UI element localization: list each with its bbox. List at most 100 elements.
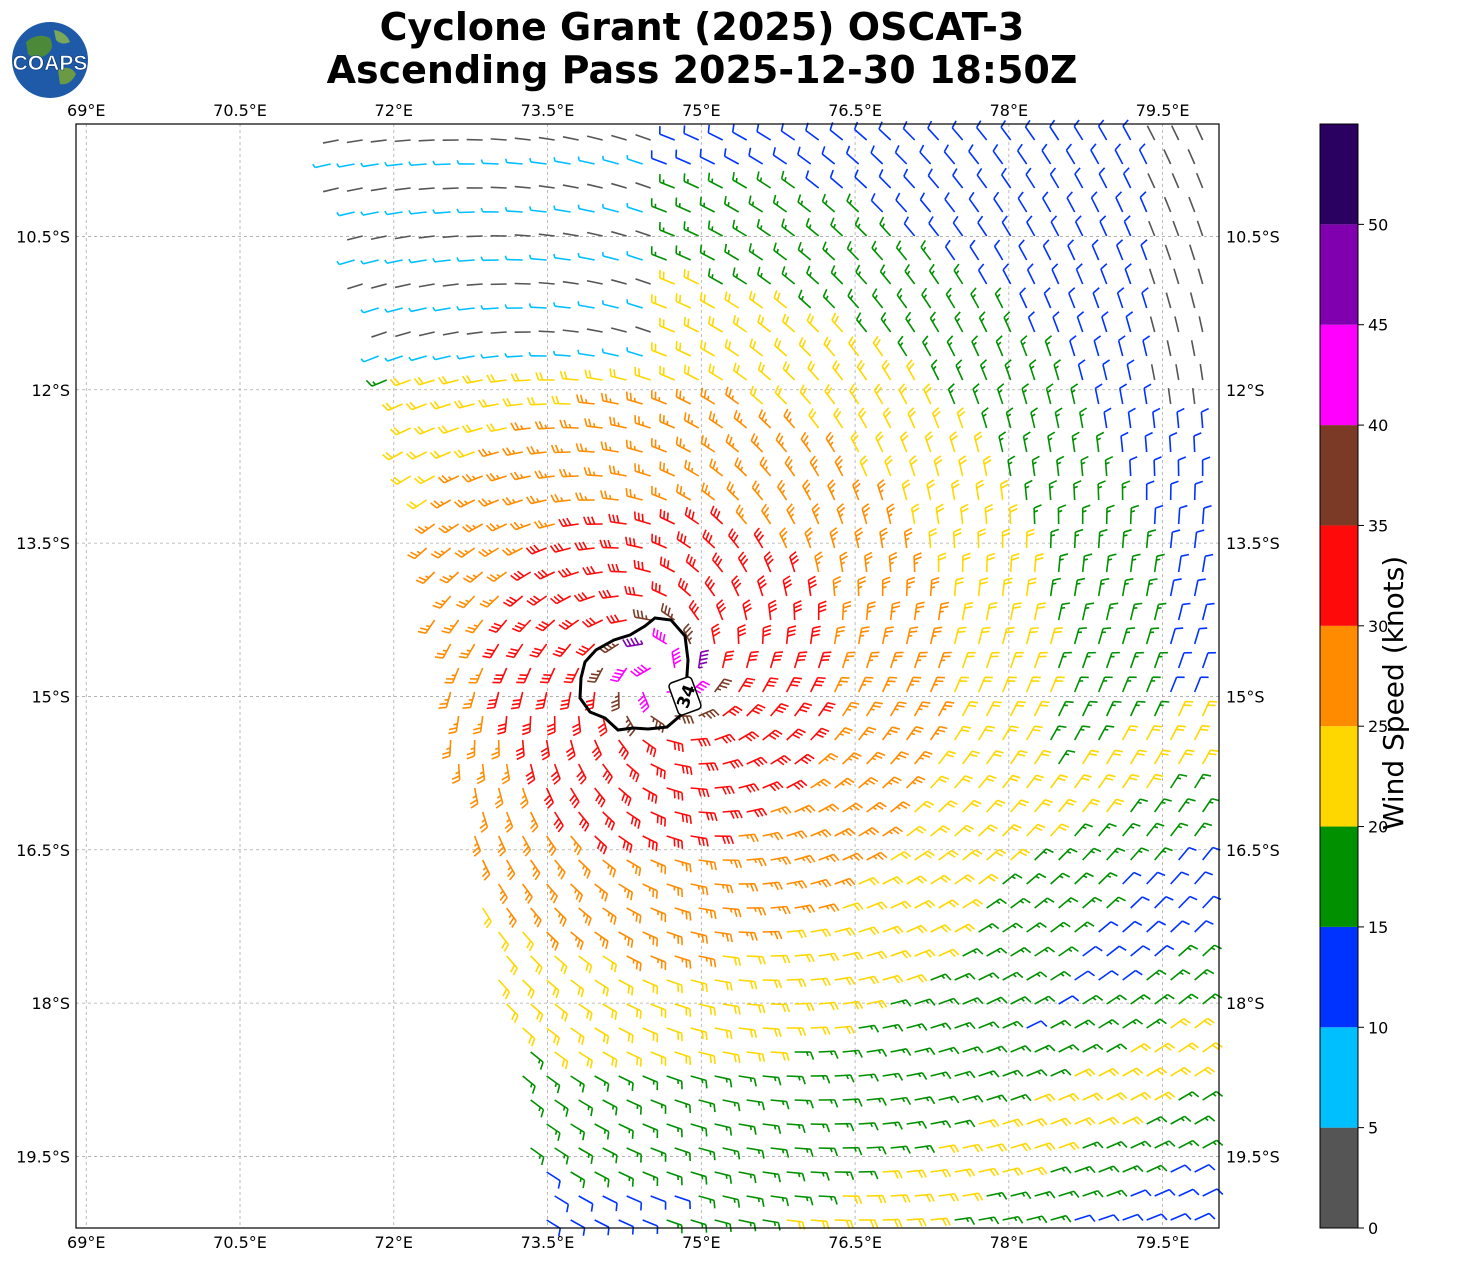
wind-barb-staff bbox=[1195, 172, 1204, 189]
wind-barb-staff bbox=[907, 413, 916, 429]
wind-barb-feather bbox=[744, 607, 752, 613]
wind-barb-feather bbox=[833, 579, 842, 585]
wind-barb-feather bbox=[439, 578, 448, 584]
wind-barb-half-feather bbox=[384, 308, 388, 313]
wind-barb-feather bbox=[633, 511, 637, 520]
wind-barb-half-feather bbox=[466, 649, 471, 652]
wind-barb-feather bbox=[579, 394, 584, 403]
wind-barb-staff bbox=[1191, 388, 1196, 405]
wind-barb-feather bbox=[508, 651, 517, 655]
wind-barb-feather bbox=[419, 627, 429, 631]
wind-barb-feather bbox=[701, 482, 705, 491]
wind-barb-feather bbox=[734, 457, 739, 466]
wind-barb-feather bbox=[1106, 504, 1115, 509]
wind-barb-staff bbox=[756, 130, 772, 141]
wind-barb-staff bbox=[410, 163, 427, 167]
wind-barb-staff bbox=[562, 377, 579, 381]
wind-barb-half-feather bbox=[596, 670, 601, 673]
wind-barb-feather bbox=[708, 315, 711, 325]
wind-barb-feather bbox=[950, 434, 958, 442]
wind-barb-staff bbox=[538, 330, 555, 333]
wind-barb-staff bbox=[1169, 580, 1175, 597]
wind-barb-feather bbox=[1002, 532, 1011, 537]
wind-barb-staff bbox=[529, 715, 532, 733]
wind-barb-half-feather bbox=[360, 309, 365, 314]
wind-barb-staff bbox=[434, 355, 451, 361]
wind-barb-staff bbox=[1198, 316, 1204, 333]
wind-barb-feather bbox=[798, 289, 803, 298]
wind-barb-feather bbox=[481, 498, 489, 506]
wind-barb-feather bbox=[529, 495, 536, 504]
wind-barb-half-feather bbox=[715, 419, 718, 424]
wind-barb-staff bbox=[1120, 436, 1124, 453]
wind-barb-staff bbox=[411, 451, 428, 460]
wind-barb-staff bbox=[757, 321, 772, 333]
wind-barb-half-feather bbox=[1082, 509, 1087, 513]
wind-barb-half-feather bbox=[384, 259, 388, 264]
wind-barb-half-feather bbox=[511, 498, 516, 503]
wind-barb-feather bbox=[1065, 700, 1074, 704]
wind-barb-staff bbox=[578, 401, 595, 405]
wind-barb-staff bbox=[724, 298, 740, 309]
wind-barb-half-feather bbox=[906, 270, 911, 275]
wind-barb-half-feather bbox=[456, 305, 460, 311]
wind-barb-staff bbox=[961, 652, 969, 669]
wind-barb-feather bbox=[719, 606, 727, 614]
wind-barb-feather bbox=[969, 239, 976, 247]
wind-barb-half-feather bbox=[1022, 389, 1027, 394]
wind-barb-feather bbox=[390, 478, 398, 485]
wind-barb-staff bbox=[1026, 221, 1036, 237]
wind-barb-feather bbox=[731, 575, 738, 583]
wind-barb-staff bbox=[1049, 531, 1052, 549]
wind-barb-staff bbox=[675, 348, 692, 357]
wind-barb-feather bbox=[883, 362, 890, 371]
wind-barb-feather bbox=[733, 362, 737, 371]
wind-barb-feather bbox=[854, 217, 860, 225]
wind-barb-feather bbox=[683, 316, 686, 325]
wind-barb-staff bbox=[848, 342, 860, 357]
wind-barb-half-feather bbox=[1107, 558, 1113, 561]
wind-barb-feather bbox=[944, 704, 953, 708]
wind-barb-staff bbox=[926, 484, 932, 501]
wind-barb-staff bbox=[710, 512, 724, 525]
wind-barb-half-feather bbox=[765, 513, 770, 518]
wind-barb-feather bbox=[711, 413, 716, 422]
wind-barb-feather bbox=[812, 629, 821, 633]
colorbar-bin bbox=[1320, 425, 1358, 526]
wind-barb-half-feather bbox=[617, 470, 620, 475]
wind-barb-feather bbox=[611, 703, 620, 708]
wind-barb-staff bbox=[1105, 701, 1115, 717]
wind-barb-staff bbox=[410, 211, 427, 215]
wind-barb-feather bbox=[830, 265, 836, 274]
wind-barb-staff bbox=[985, 604, 991, 621]
wind-barb-feather bbox=[579, 492, 584, 501]
wind-barb-half-feather bbox=[408, 356, 412, 361]
wind-barb-staff bbox=[1174, 316, 1180, 333]
wind-barb-feather bbox=[608, 465, 612, 474]
wind-barb-half-feather bbox=[528, 206, 532, 211]
wind-barb-feather bbox=[962, 552, 971, 557]
wind-barb-staff bbox=[387, 355, 403, 362]
wind-barb-half-feather bbox=[1099, 534, 1104, 537]
wind-barb-feather bbox=[781, 313, 787, 322]
wind-barb-feather bbox=[805, 170, 810, 179]
wind-barb-half-feather bbox=[973, 389, 979, 394]
wind-barb-feather bbox=[835, 411, 842, 419]
wind-barb-feather bbox=[435, 601, 444, 606]
wind-barb-staff bbox=[435, 451, 451, 460]
wind-barb-feather bbox=[465, 473, 473, 481]
wind-barb-feather bbox=[748, 147, 752, 156]
wind-barb-feather bbox=[1086, 602, 1095, 606]
wind-barb-feather bbox=[458, 600, 467, 606]
wind-barb-staff bbox=[411, 355, 427, 362]
wind-barb-feather bbox=[725, 654, 734, 658]
wind-barb-feather bbox=[799, 651, 808, 654]
wind-barb-feather bbox=[1077, 577, 1086, 581]
wind-barb-half-feather bbox=[835, 634, 841, 637]
wind-barb-feather bbox=[553, 595, 561, 603]
wind-barb-half-feather bbox=[948, 341, 953, 346]
wind-barb-staff bbox=[562, 136, 579, 141]
wind-barb-half-feather bbox=[956, 317, 961, 322]
wind-barb-staff bbox=[951, 127, 964, 141]
wind-barb-staff bbox=[1050, 221, 1060, 237]
